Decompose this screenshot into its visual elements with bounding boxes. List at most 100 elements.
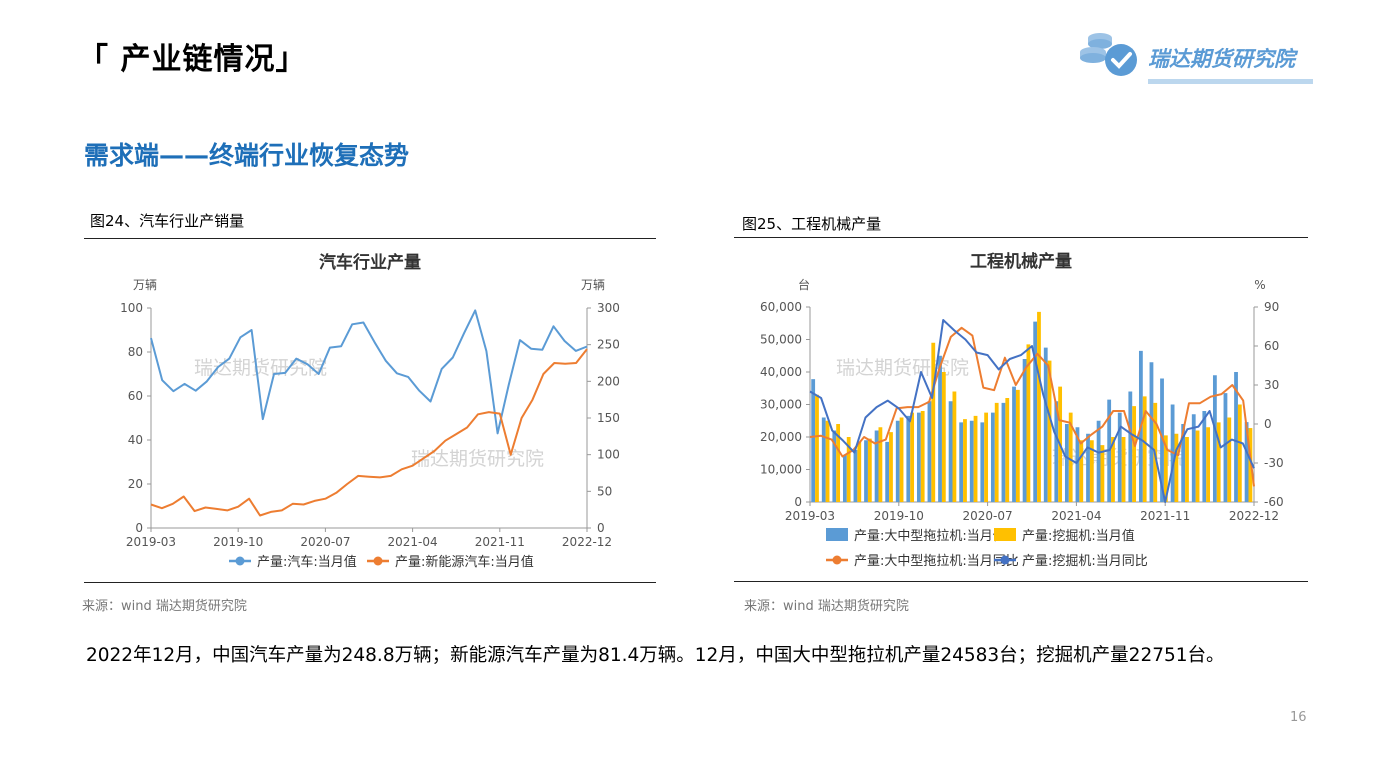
bar-excavator [941,372,946,502]
bar-tractor [864,440,868,502]
bar-tractor [906,415,911,502]
y-right-tick-label: 60 [1264,339,1279,353]
y-left-tick-label: 20 [128,477,143,491]
machinery-production-chart: 瑞达期货研究院瑞达期货研究院工程机械产量台%010,00020,00030,00… [760,251,1284,569]
bar-excavator [878,427,883,502]
page-number: 16 [1290,710,1307,725]
bar-tractor [874,430,879,502]
bar-excavator [836,424,841,502]
y-left-tick-label: 100 [120,301,143,315]
figure-25-source: 来源：wind 瑞达期货研究院 [744,599,909,614]
x-tick-label: 2021-11 [1140,509,1190,523]
x-tick-label: 2022-12 [1229,509,1279,523]
legend-marker [832,555,842,565]
figure-25-top-rule [734,237,1308,238]
bar-tractor [1054,401,1059,502]
x-tick-label: 2021-11 [475,535,525,549]
page-title: 「 产业链情况」 [78,42,307,77]
watermark-text: 瑞达期货研究院 [836,357,969,379]
series-line-0 [150,309,588,435]
y-left-unit-label: 万辆 [133,278,157,292]
legend-bar-swatch [826,528,848,541]
bar-tractor [1086,433,1090,502]
bar-excavator [1037,311,1041,502]
chart-title: 汽车行业产量 [319,252,421,273]
bar-tractor [916,412,921,502]
y-left-tick-label: 80 [128,345,143,359]
figure-24-source: 来源：wind 瑞达期货研究院 [82,599,247,614]
bar-tractor [1128,391,1133,502]
x-tick-label: 2022-12 [562,535,612,549]
summary-text: 2022年12月，中国汽车产量为248.8万辆；新能源汽车产量为81.4万辆。1… [86,645,1225,666]
y-left-unit-label: 台 [798,277,810,292]
bar-tractor [1064,424,1069,502]
bar-excavator [910,412,915,502]
legend-label: 产量:挖掘机:当月同比 [1022,554,1148,569]
bar-tractor [1043,347,1048,502]
bar-excavator [1068,412,1073,502]
bar-tractor [1160,378,1164,502]
bar-tractor [1012,386,1016,502]
bar-tractor [927,401,932,502]
bar-excavator [825,420,830,502]
y-left-tick-label: 10,000 [760,463,802,477]
y-right-tick-label: 150 [597,411,620,425]
bar-excavator [1163,435,1168,502]
x-tick-label: 2019-10 [874,509,924,523]
legend-marker [1000,555,1010,565]
bar-excavator [1142,396,1147,502]
bar-excavator [867,438,872,502]
bar-excavator [920,411,925,502]
y-left-tick-label: 20,000 [760,430,802,444]
y-right-tick-label: 100 [597,448,620,462]
bar-excavator [1195,430,1200,502]
bar-excavator [1121,437,1126,502]
bar-excavator [857,441,862,502]
bar-tractor [1223,393,1228,502]
bar-tractor [1202,411,1207,502]
bar-tractor [1022,359,1027,502]
bar-excavator [1026,344,1031,502]
figure-24-bottom-rule [84,582,656,583]
legend-label: 产量:新能源汽车:当月值 [395,554,534,570]
coins-logo-icon [1080,33,1137,76]
bar-tractor [1096,420,1101,502]
bar-excavator [952,391,957,502]
bar-tractor [811,379,816,502]
y-right-tick-label: 250 [597,338,620,352]
bar-excavator [1079,440,1084,502]
section-subtitle: 需求端——终端行业恢复态势 [84,141,410,170]
bar-excavator [1227,417,1232,502]
bar-tractor [980,422,985,502]
bar-tractor [832,430,837,502]
x-tick-label: 2020-07 [963,509,1013,523]
bar-excavator [994,402,999,502]
bar-tractor [1117,412,1122,502]
y-left-tick-label: 40 [128,433,143,447]
figure-24-top-rule [84,238,656,239]
bar-excavator [1005,398,1010,502]
bar-tractor [990,412,995,502]
figure-25-bottom-rule [734,581,1308,582]
bar-tractor [842,454,847,502]
y-left-tick-label: 30,000 [760,398,802,412]
y-right-tick-label: 50 [597,484,612,498]
legend-label: 产量:大中型拖拉机:当月同比 [854,554,1019,569]
logo-text: 瑞达期货研究院 [1148,47,1295,71]
y-right-tick-label: 90 [1264,300,1279,314]
bar-tractor [1181,424,1186,502]
legend-marker [373,556,383,566]
x-tick-label: 2019-03 [126,535,176,549]
y-right-tick-label: -60 [1264,495,1284,509]
bar-tractor [1149,362,1154,502]
bar-excavator [1089,440,1094,502]
y-left-tick-label: 50,000 [760,333,802,347]
bar-excavator [1237,404,1242,502]
x-tick-label: 2021-04 [388,535,438,549]
bar-excavator [889,432,893,502]
bar-excavator [931,342,936,502]
y-right-tick-label: 300 [597,301,620,315]
bar-excavator [1185,437,1189,502]
y-left-tick-label: 0 [135,521,143,535]
